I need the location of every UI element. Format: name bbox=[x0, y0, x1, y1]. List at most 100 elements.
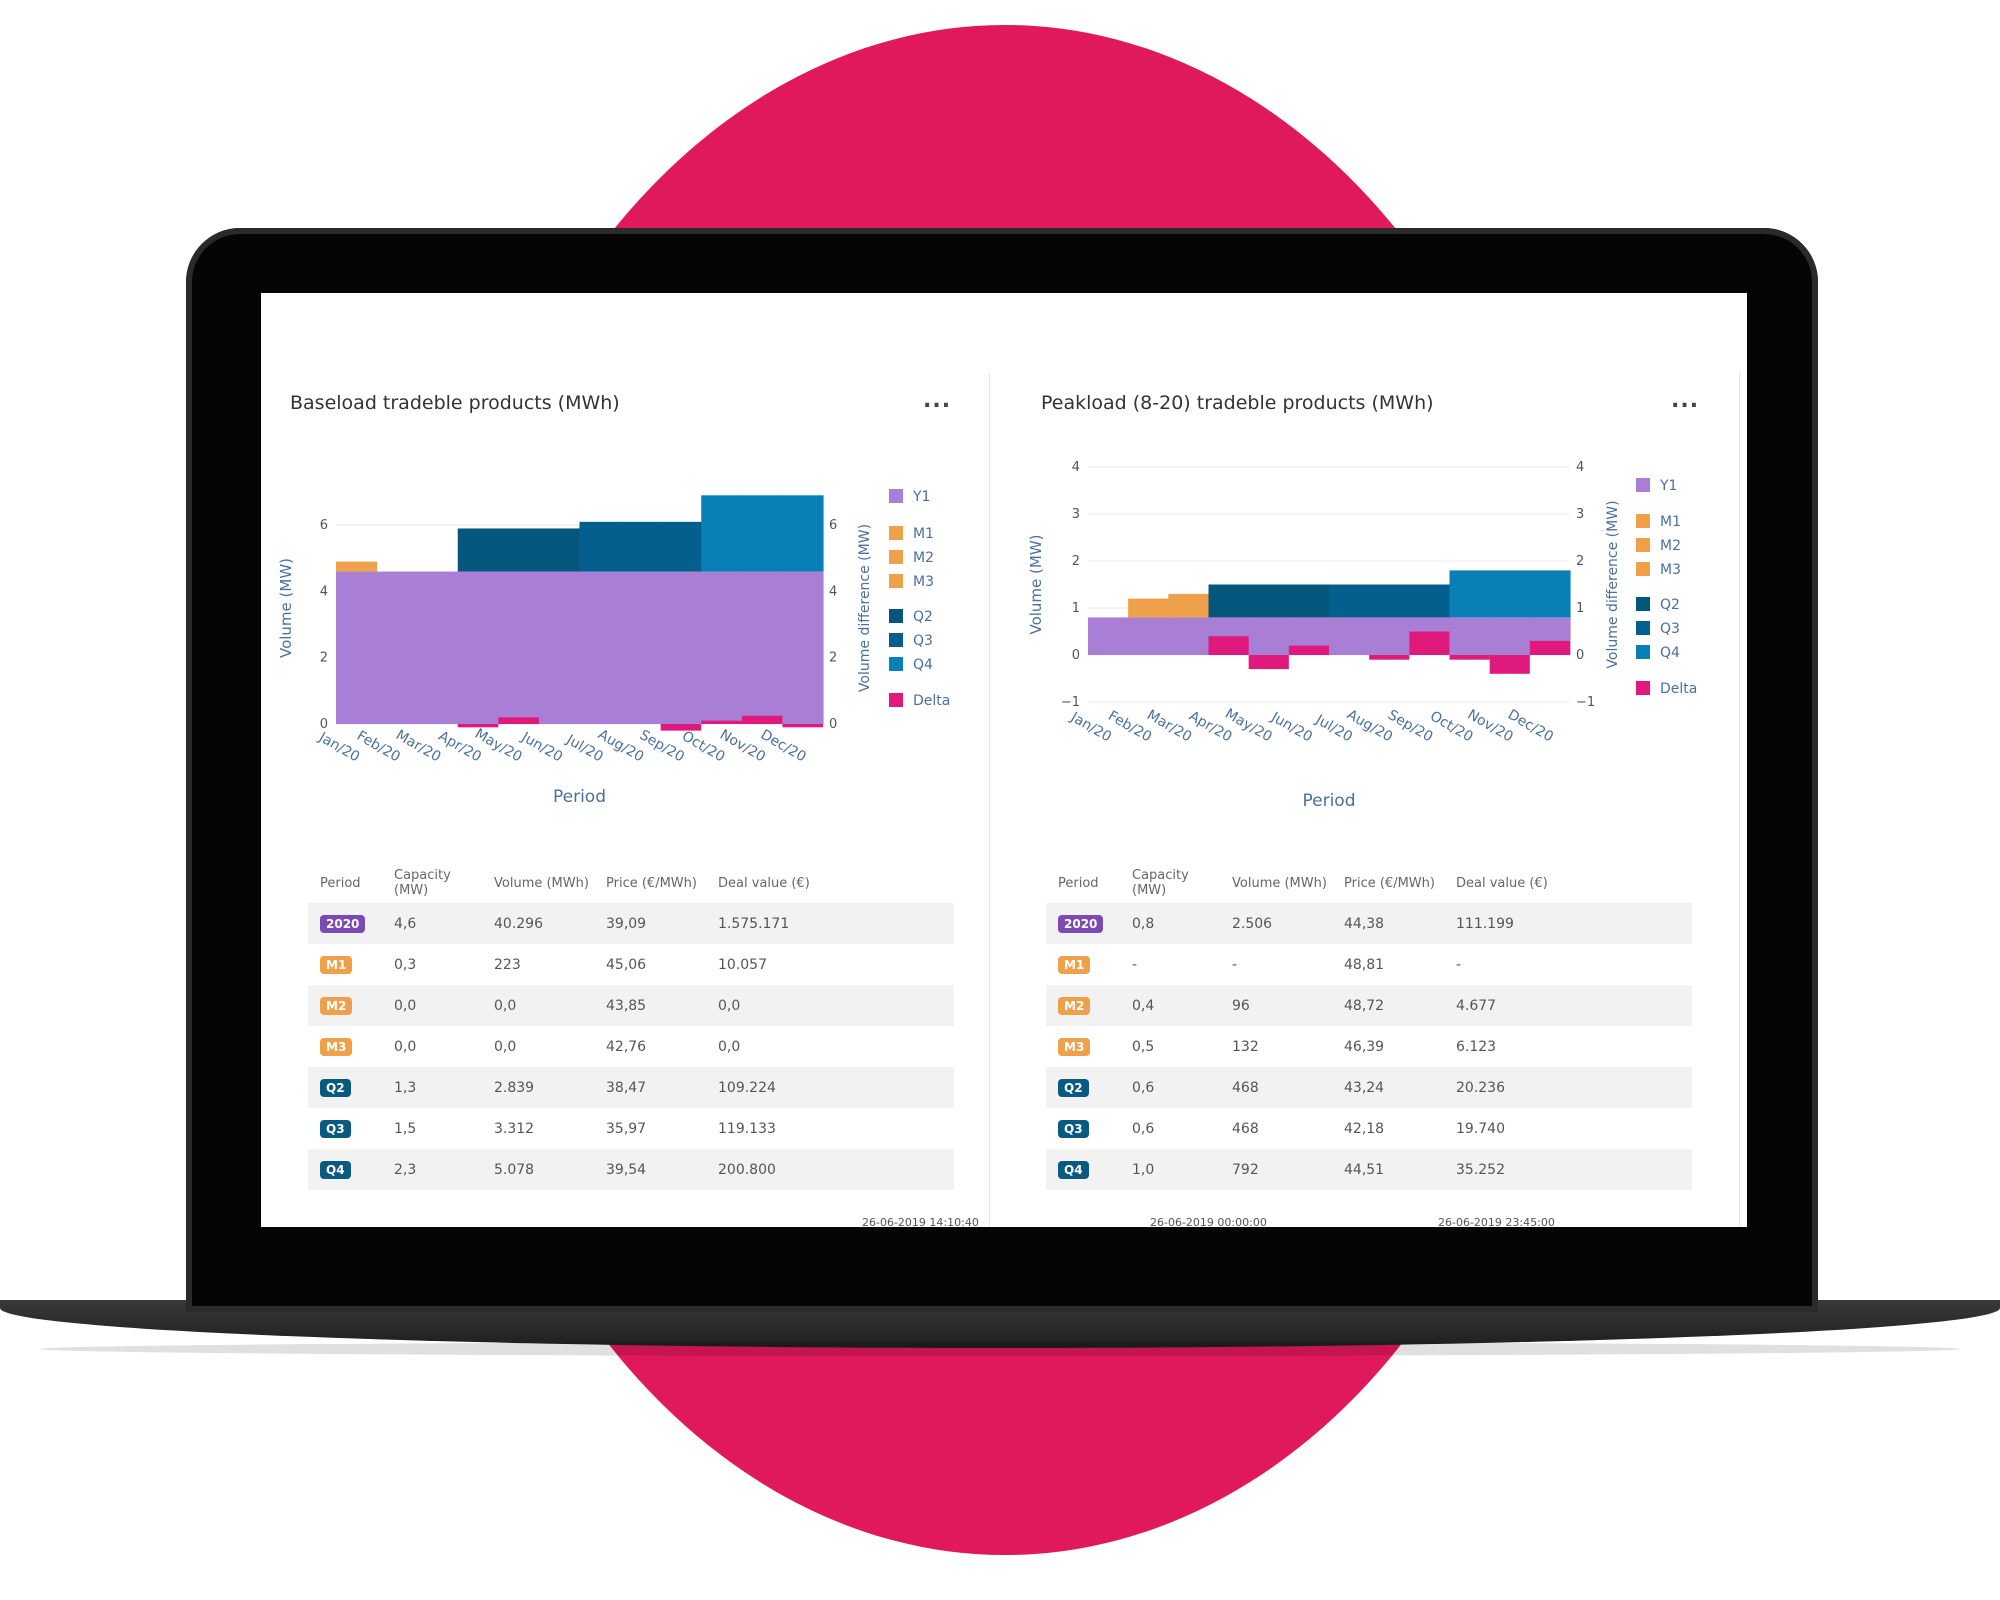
legend-item-y1[interactable]: Y1 bbox=[912, 489, 930, 505]
bar-q2[interactable] bbox=[498, 528, 540, 572]
legend-item-delta[interactable]: Delta bbox=[1660, 681, 1697, 697]
bar-y1[interactable] bbox=[1088, 617, 1129, 655]
bar-y1[interactable] bbox=[498, 571, 540, 724]
bar-y1[interactable] bbox=[701, 571, 743, 724]
table-row[interactable]: M1 - - 48,81 - bbox=[1046, 944, 1692, 985]
period-cell: Q3 bbox=[1046, 1108, 1120, 1149]
bar-y1[interactable] bbox=[620, 571, 662, 724]
table-row[interactable]: Q4 1,0 792 44,51 35.252 bbox=[1046, 1149, 1692, 1190]
table-row[interactable]: 2020 4,6 40.296 39,09 1.575.171 bbox=[308, 903, 954, 944]
volume-cell: 0,0 bbox=[494, 1038, 517, 1055]
bar-m1[interactable] bbox=[336, 561, 378, 572]
bar-delta[interactable] bbox=[1208, 636, 1249, 655]
bar-y1[interactable] bbox=[538, 571, 581, 724]
legend-item-m2[interactable]: M2 bbox=[1660, 538, 1681, 554]
legend-item-q3[interactable]: Q3 bbox=[913, 633, 933, 649]
bar-q4[interactable] bbox=[1529, 570, 1571, 618]
bar-delta[interactable] bbox=[741, 715, 783, 724]
bar-delta[interactable] bbox=[660, 724, 702, 731]
bar-delta[interactable] bbox=[498, 717, 539, 724]
legend-item-q2[interactable]: Q2 bbox=[913, 609, 933, 625]
bar-y1[interactable] bbox=[457, 571, 499, 724]
bar-delta[interactable] bbox=[1489, 655, 1530, 674]
bar-y1[interactable] bbox=[1168, 617, 1210, 655]
legend-item-m3[interactable]: M3 bbox=[1660, 562, 1681, 578]
bar-y1[interactable] bbox=[336, 571, 378, 724]
bar-q2[interactable] bbox=[1208, 584, 1250, 618]
bar-q2[interactable] bbox=[538, 528, 581, 572]
legend-item-y1[interactable]: Y1 bbox=[1659, 478, 1677, 494]
legend-item-delta[interactable]: Delta bbox=[913, 693, 950, 709]
legend-item-m3[interactable]: M3 bbox=[913, 574, 934, 590]
legend-item-m1[interactable]: M1 bbox=[913, 526, 934, 542]
price-cell: 35,97 bbox=[606, 1120, 647, 1137]
bar-y1[interactable] bbox=[1369, 617, 1410, 655]
bar-y1[interactable] bbox=[782, 571, 824, 724]
bar-m3[interactable] bbox=[1168, 593, 1210, 618]
left-more-options-button[interactable]: ... bbox=[923, 388, 952, 413]
bar-q4[interactable] bbox=[1489, 570, 1531, 618]
bar-delta[interactable] bbox=[457, 724, 499, 728]
table-row[interactable]: M2 0,4 96 48,72 4.677 bbox=[1046, 985, 1692, 1026]
table-row[interactable]: M2 0,0 0,0 43,85 0,0 bbox=[308, 985, 954, 1026]
bar-q4[interactable] bbox=[741, 495, 784, 572]
bar-q4[interactable] bbox=[782, 495, 824, 572]
x-tick-label: Aug/20 bbox=[595, 727, 646, 766]
table-row[interactable]: 2020 0,8 2.506 44,38 111.199 bbox=[1046, 903, 1692, 944]
legend-item-m2[interactable]: M2 bbox=[913, 550, 934, 566]
bar-y1[interactable] bbox=[376, 571, 418, 724]
bar-y1[interactable] bbox=[1489, 617, 1531, 655]
bar-y1[interactable] bbox=[741, 571, 784, 724]
legend-item-q3[interactable]: Q3 bbox=[1660, 621, 1680, 637]
bar-delta[interactable] bbox=[1288, 645, 1329, 655]
legend-item-q2[interactable]: Q2 bbox=[1660, 597, 1680, 613]
table-row[interactable]: Q3 0,6 468 42,18 19.740 bbox=[1046, 1108, 1692, 1149]
table-row[interactable]: Q3 1,5 3.312 35,97 119.133 bbox=[308, 1108, 954, 1149]
right-more-options-button[interactable]: ... bbox=[1671, 388, 1700, 413]
bar-y1[interactable] bbox=[579, 571, 621, 724]
x-tick-label: Dec/20 bbox=[1505, 707, 1556, 746]
bar-delta[interactable] bbox=[1529, 640, 1570, 655]
table-row[interactable]: M3 0,0 0,0 42,76 0,0 bbox=[308, 1026, 954, 1067]
bar-q3[interactable] bbox=[660, 521, 702, 572]
bar-delta[interactable] bbox=[782, 724, 823, 728]
x-tick-label: Feb/20 bbox=[354, 728, 403, 766]
legend-item-q4[interactable]: Q4 bbox=[913, 657, 933, 673]
bar-q3[interactable] bbox=[579, 521, 621, 572]
header-capacity: Capacity (MW) bbox=[394, 868, 451, 898]
bar-y1[interactable] bbox=[1248, 617, 1290, 655]
bar-delta[interactable] bbox=[1449, 655, 1490, 660]
table-row[interactable]: Q2 0,6 468 43,24 20.236 bbox=[1046, 1067, 1692, 1108]
bar-q2[interactable] bbox=[1248, 584, 1290, 618]
bar-delta[interactable] bbox=[1369, 655, 1410, 660]
bar-delta[interactable] bbox=[1409, 631, 1450, 656]
bar-q2[interactable] bbox=[1288, 584, 1330, 618]
period-cell: M1 bbox=[1046, 944, 1120, 985]
bar-delta[interactable] bbox=[701, 720, 742, 724]
bar-m2[interactable] bbox=[1128, 598, 1169, 618]
legend-item-m1[interactable]: M1 bbox=[1660, 514, 1681, 530]
table-row[interactable]: M1 0,3 223 45,06 10.057 bbox=[308, 944, 954, 985]
capacity-cell: 2,3 bbox=[382, 1149, 482, 1190]
bar-y1[interactable] bbox=[417, 571, 459, 724]
bar-y1[interactable] bbox=[1329, 617, 1370, 655]
bar-q3[interactable] bbox=[1329, 584, 1370, 618]
bar-y1[interactable] bbox=[1128, 617, 1169, 655]
volume-cell: 2.506 bbox=[1220, 903, 1332, 944]
price-cell: 48,81 bbox=[1344, 956, 1385, 973]
bar-q3[interactable] bbox=[620, 521, 662, 572]
bar-q3[interactable] bbox=[1369, 584, 1410, 618]
bar-q2[interactable] bbox=[457, 528, 499, 572]
period-badge: 2020 bbox=[1058, 914, 1104, 933]
bar-q3[interactable] bbox=[1409, 584, 1451, 618]
table-row[interactable]: M3 0,5 132 46,39 6.123 bbox=[1046, 1026, 1692, 1067]
bar-q4[interactable] bbox=[701, 495, 743, 572]
legend-item-q4[interactable]: Q4 bbox=[1660, 645, 1680, 661]
table-row[interactable]: Q4 2,3 5.078 39,54 200.800 bbox=[308, 1149, 954, 1190]
bar-y1[interactable] bbox=[1449, 617, 1491, 655]
bar-delta[interactable] bbox=[1248, 655, 1289, 670]
bar-y1[interactable] bbox=[660, 571, 702, 724]
x-tick-label: May/20 bbox=[1222, 706, 1275, 746]
bar-q4[interactable] bbox=[1449, 570, 1491, 618]
table-row[interactable]: Q2 1,3 2.839 38,47 109.224 bbox=[308, 1067, 954, 1108]
